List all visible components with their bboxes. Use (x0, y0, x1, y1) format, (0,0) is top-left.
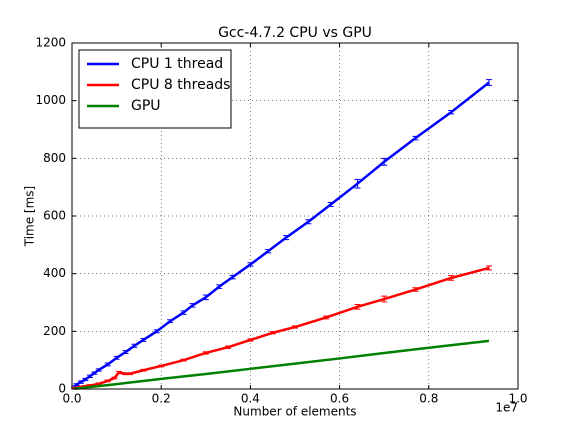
error-bar (180, 310, 187, 315)
error-bar (247, 262, 254, 267)
error-bar (180, 358, 187, 362)
error-bar (323, 315, 330, 320)
error-bar (122, 350, 129, 355)
error-bar (486, 79, 493, 86)
error-bar (167, 319, 174, 324)
error-bar (229, 274, 236, 280)
y-tick-label: 1000 (35, 93, 66, 107)
error-bar (448, 109, 455, 115)
error-bar (82, 377, 89, 382)
error-bar (104, 362, 111, 367)
y-tick-label: 200 (43, 324, 66, 338)
x-tick-label: 0.8 (419, 392, 438, 406)
error-bar (354, 304, 361, 310)
x-tick-label: 1.0 (508, 392, 527, 406)
y-tick-label: 600 (43, 209, 66, 223)
x-tick-label: 0.6 (330, 392, 349, 406)
chart-title: Gcc-4.7.2 CPU vs GPU (218, 25, 372, 41)
error-bar (111, 376, 118, 380)
error-bar (202, 351, 209, 355)
x-tick-label: 0.2 (152, 392, 171, 406)
error-bar (153, 329, 160, 334)
y-tick-label: 1200 (35, 36, 66, 50)
x-tick-label: 0.0 (62, 392, 81, 406)
error-bar (216, 284, 223, 289)
error-bar (225, 345, 232, 349)
y-axis-label: Time [ms] (23, 186, 37, 248)
plot-frame (71, 42, 519, 390)
series-line (73, 266, 490, 390)
legend-label: CPU 1 thread (131, 56, 223, 72)
x-tick-label: 0.4 (241, 392, 260, 406)
error-bar (354, 178, 361, 189)
error-bar (73, 383, 80, 387)
error-bar (283, 235, 290, 241)
error-bar (126, 372, 133, 376)
error-bar (202, 294, 209, 301)
legend-label: CPU 8 threads (131, 77, 230, 93)
error-bar (412, 287, 419, 292)
error-bar (381, 295, 388, 303)
legend-label: GPU (131, 98, 161, 114)
x-axis-label: Number of elements (233, 405, 356, 419)
series-line (74, 339, 490, 390)
error-bar (247, 338, 254, 342)
error-bar (269, 331, 276, 335)
y-tick-label: 400 (43, 266, 66, 280)
error-bar (113, 355, 120, 360)
error-bar (158, 364, 165, 368)
error-bar (131, 343, 138, 348)
error-bar (381, 157, 388, 166)
error-bar (104, 379, 111, 383)
error-bar (327, 201, 334, 207)
error-bar (412, 135, 419, 141)
error-bar (115, 370, 122, 375)
x-offset-label: 1e7 (495, 401, 518, 415)
y-tick-label: 0 (58, 382, 66, 396)
error-bar (95, 368, 102, 372)
error-bar (448, 275, 455, 281)
error-bar (86, 374, 93, 378)
error-bar (292, 325, 298, 329)
error-bar (140, 338, 147, 342)
error-bar (305, 219, 312, 225)
error-bar (486, 265, 493, 271)
error-bar (265, 248, 272, 254)
error-bar (91, 371, 98, 375)
error-bar (189, 303, 196, 308)
y-tick-label: 800 (43, 151, 66, 165)
error-bar (140, 368, 147, 372)
